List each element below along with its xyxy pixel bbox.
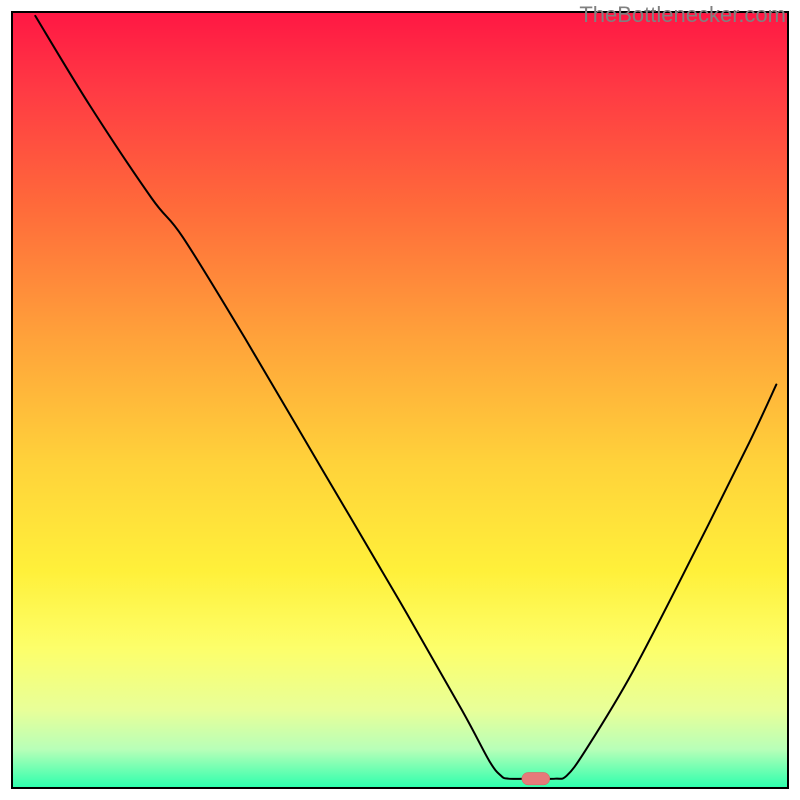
chart-svg bbox=[0, 0, 800, 800]
watermark: TheBottlenecker.com bbox=[579, 2, 786, 28]
bottleneck-chart: TheBottlenecker.com bbox=[0, 0, 800, 800]
optimal-marker bbox=[522, 772, 550, 784]
chart-background bbox=[12, 12, 788, 788]
